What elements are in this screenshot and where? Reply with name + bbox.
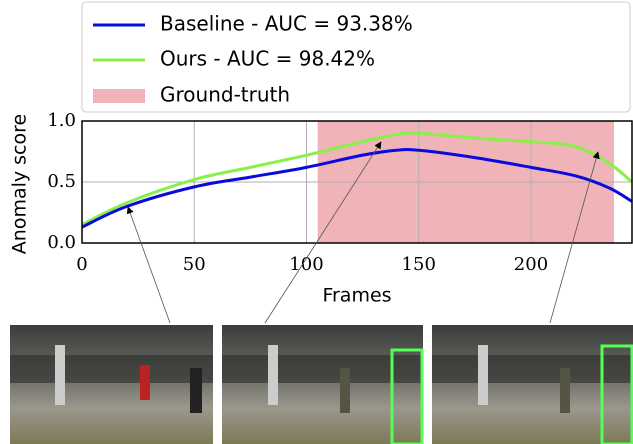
photo	[10, 325, 213, 444]
series-line	[81, 131, 633, 227]
photos	[10, 325, 633, 444]
legend-label: Baseline - AUC = 93.38%	[160, 12, 413, 36]
y-tick-label: 0.5	[47, 171, 76, 192]
y-tick-label: 1.0	[47, 110, 76, 131]
legend-box	[81, 1, 631, 113]
x-tick-label: 200	[514, 254, 548, 275]
legend-label: Ours - AUC = 98.42%	[160, 47, 375, 71]
series-line	[81, 148, 633, 229]
x-axis-label: Frames	[322, 285, 391, 307]
x-tick-label: 100	[289, 254, 323, 275]
y-tick-label: 0.0	[47, 232, 76, 253]
x-tick-label: 50	[183, 254, 206, 275]
x-tick-label: 0	[76, 254, 87, 275]
photo	[432, 325, 633, 444]
arrow	[264, 141, 382, 324]
arrows	[126, 141, 600, 324]
plot-frame	[81, 120, 633, 244]
photo	[222, 325, 424, 444]
y-axis-label: Anomaly score	[9, 114, 31, 254]
legend-swatch	[93, 89, 145, 103]
arrow	[126, 206, 171, 324]
arrow	[549, 151, 600, 324]
x-tick-label: 150	[402, 254, 436, 275]
legend-label: Ground-truth	[160, 83, 290, 107]
